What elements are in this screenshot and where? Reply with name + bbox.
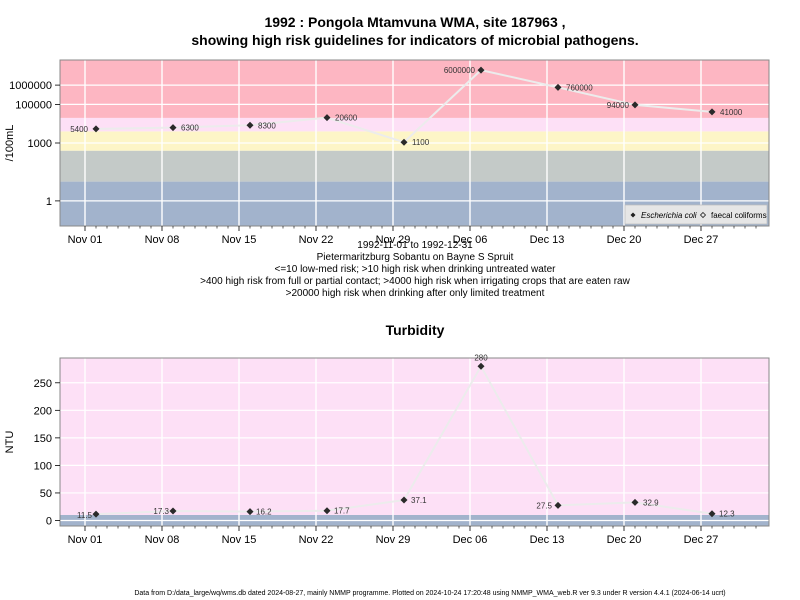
ecoli-series: 5400 6300 8300 20600 1100 6000000 760000 94000 4…	[70, 66, 743, 147]
y-tick-label: 200	[34, 405, 52, 417]
data-point	[631, 498, 639, 506]
data-point	[323, 114, 331, 122]
data-label: 94000	[607, 101, 630, 110]
y-tick-label: 1000	[28, 138, 52, 150]
data-label: 20600	[335, 114, 358, 123]
x-tick-label: Nov 08	[145, 534, 180, 546]
data-point	[554, 501, 562, 509]
data-label: 6000000	[444, 66, 476, 75]
x-tick-label: Nov 22	[299, 234, 334, 246]
legend-box	[624, 204, 768, 225]
data-label: 17.7	[334, 507, 350, 516]
data-label: 6300	[181, 124, 199, 133]
x-tick-label: Nov 29	[376, 234, 411, 246]
legend-label-faecal-coliforms: faecal coliforms	[711, 211, 767, 220]
y-tick-label: 100000	[15, 99, 52, 111]
x-tick-label: Dec 13	[530, 534, 565, 546]
grid-lines	[60, 358, 769, 526]
x-tick-label: Nov 22	[299, 534, 334, 546]
turbidity-panel: 0 50 100 150 200 250 Nov 01 Nov 08 Nov 15 Nov 22…	[4, 353, 770, 546]
data-point	[92, 510, 100, 518]
top-chart-title-line1: 1992 : Pongola Mtamvuna WMA, site 187963…	[264, 14, 565, 30]
x-axis-ticks: Nov 01 Nov 08 Nov 15 Nov 22 Nov 29 Dec 06 Dec …	[68, 226, 757, 246]
data-point	[708, 108, 716, 116]
data-point	[169, 124, 177, 132]
data-label: 17.3	[153, 507, 169, 516]
y-axis-ticks: 0 50 100 150 200 250	[34, 378, 60, 527]
data-label: 16.2	[256, 508, 272, 517]
legend-marker-faecal-coliforms	[699, 211, 707, 219]
data-point	[477, 362, 485, 370]
x-tick-label: Nov 01	[68, 234, 103, 246]
data-point	[92, 125, 100, 133]
data-label: 27.5	[536, 501, 552, 510]
legend-marker-ecoli	[630, 212, 636, 218]
data-label: 8300	[258, 121, 276, 130]
data-point	[554, 83, 562, 91]
y-tick-label: 1000000	[9, 80, 52, 92]
x-tick-label: Dec 13	[530, 234, 565, 246]
x-tick-label: Nov 01	[68, 534, 103, 546]
bottom-y-axis-label: NTU	[4, 431, 16, 454]
band-4	[60, 60, 769, 118]
x-tick-label: Nov 08	[145, 234, 180, 246]
turbidity-chart-title: Turbidity	[386, 322, 445, 338]
legend: Escherichia coli faecal coliforms	[624, 204, 768, 225]
bottom-plot-border	[59, 357, 770, 527]
footer-note: Data from D:/data_large/wq/wms.db dated …	[134, 590, 725, 597]
caption-guideline-2: >400 high risk from full or partial cont…	[200, 276, 630, 287]
data-label: 12.3	[719, 510, 735, 519]
caption-date-range: 1992-11-01 to 1992-12-31	[357, 240, 473, 251]
band-2	[60, 131, 769, 151]
data-label: 760000	[566, 83, 593, 92]
band-1	[60, 358, 769, 515]
x-tick-label: Dec 20	[607, 234, 642, 246]
risk-bands	[60, 60, 769, 226]
top-y-axis-label: /100mL	[4, 125, 16, 162]
y-tick-label: 150	[34, 433, 52, 445]
caption-guideline-1: <=10 low-med risk; >10 high risk when dr…	[275, 264, 557, 275]
data-label: 5400	[70, 125, 88, 134]
x-tick-label: Dec 06	[453, 234, 488, 246]
data-label: 1100	[412, 138, 430, 147]
x-tick-label: Nov 15	[222, 534, 257, 546]
data-point	[246, 508, 254, 516]
legend-label-ecoli: Escherichia coli	[641, 211, 697, 220]
x-tick-label: Dec 06	[453, 534, 488, 546]
data-label: 280	[474, 353, 488, 362]
x-tick-label: Nov 29	[376, 534, 411, 546]
data-point	[477, 66, 485, 74]
caption-site-name: Pietermaritzburg Sobantu on Bayne S Spru…	[317, 252, 514, 263]
y-axis-ticks: 1 1000 100000 1000000	[9, 80, 60, 208]
turbidity-series: 11.5 17.3 16.2 17.7 37.1 280 27.5 32.9 12.3	[77, 353, 735, 520]
data-point	[169, 507, 177, 515]
y-tick-label: 100	[34, 460, 52, 472]
data-label: 32.9	[643, 498, 659, 507]
data-label: 41000	[720, 108, 743, 117]
data-point	[400, 138, 408, 146]
data-label: 37.1	[411, 496, 427, 505]
x-axis-ticks: Nov 01 Nov 08 Nov 15 Nov 22 Nov 29 Dec 06 Dec …	[68, 526, 757, 546]
band-3	[60, 117, 769, 132]
y-tick-label: 250	[34, 378, 52, 390]
data-point	[400, 496, 408, 504]
y-tick-label: 0	[46, 515, 52, 527]
top-chart-title-line2: showing high risk guidelines for indicat…	[191, 32, 638, 48]
y-tick-label: 1	[46, 196, 52, 208]
data-point	[708, 510, 716, 518]
x-tick-label: Dec 27	[684, 234, 719, 246]
grid-lines	[60, 60, 769, 226]
x-tick-label: Nov 15	[222, 234, 257, 246]
data-point	[246, 121, 254, 129]
y-tick-label: 50	[40, 488, 52, 500]
data-point	[323, 507, 331, 515]
x-tick-label: Dec 27	[684, 534, 719, 546]
data-label: 11.5	[77, 511, 93, 520]
x-tick-label: Dec 20	[607, 534, 642, 546]
data-point	[631, 101, 639, 109]
caption-guideline-3: >20000 high risk when drinking after onl…	[286, 288, 545, 299]
band-1	[60, 150, 769, 182]
